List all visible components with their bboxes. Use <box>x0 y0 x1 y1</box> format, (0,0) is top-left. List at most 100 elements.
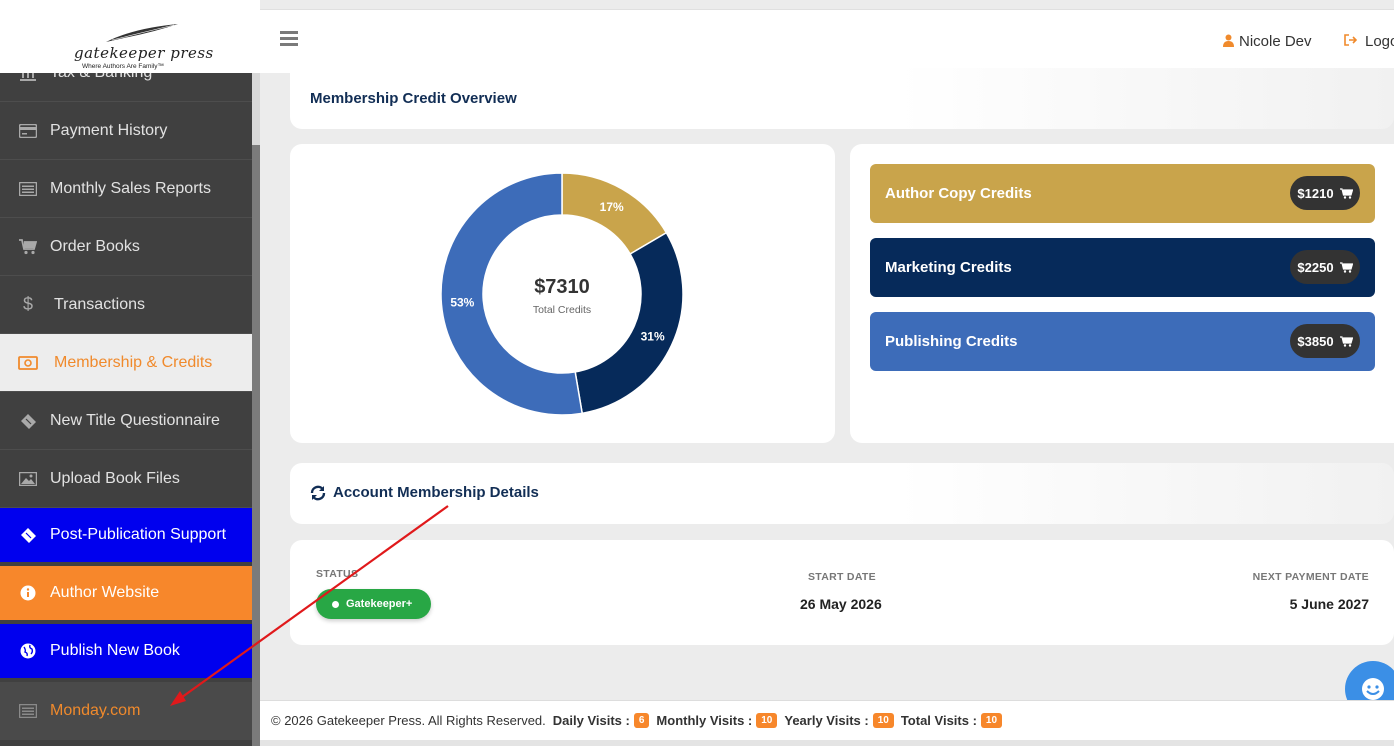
user-name: Nicole Dev <box>1239 33 1312 50</box>
chat-smile-icon <box>1362 678 1384 700</box>
monthly-visits-count: 10 <box>756 713 778 728</box>
money-icon <box>18 355 38 371</box>
credit-label: Author Copy Credits <box>885 185 1032 202</box>
logo-area[interactable]: gatekeeper press Where Authors Are Famil… <box>0 0 260 73</box>
bottom-strip <box>260 740 1394 746</box>
membership-details-card: STATUS Gatekeeper+ START DATE 26 May 202… <box>290 540 1394 645</box>
credit-amount: $1210 <box>1297 185 1334 201</box>
credits-list-card: Author Copy Credits $1210 Marketing Cred… <box>850 144 1394 443</box>
author-copy-credits-bar[interactable]: Author Copy Credits $1210 <box>870 164 1375 223</box>
menu-toggle-icon[interactable] <box>280 31 298 47</box>
daily-visits-label: Daily Visits : <box>552 713 630 728</box>
total-visits-count: 10 <box>980 713 1003 728</box>
sidebar-item-label: Order Books <box>50 237 140 255</box>
marketing-credits-bar[interactable]: Marketing Credits $2250 <box>870 238 1375 297</box>
marketing-slice[interactable] <box>574 231 684 415</box>
feather-icon <box>106 24 178 42</box>
sidebar-item-order-books[interactable]: Order Books <box>0 218 252 276</box>
cart-icon <box>18 238 38 255</box>
ticket-icon <box>18 527 38 543</box>
details-header-card: Account Membership Details <box>290 463 1394 524</box>
slice-percent-label: 17% <box>600 200 624 214</box>
credit-amount: $3850 <box>1297 333 1334 349</box>
sidebar-menu: Tax & Banking Payment History Monthly Sa… <box>0 44 252 740</box>
credits-donut-chart: 17% 31% 53% $7310 Total Credits <box>440 172 684 416</box>
image-icon <box>18 471 38 487</box>
sidebar-item-label: Payment History <box>50 121 168 139</box>
sidebar-item-post-publication-support[interactable]: Post-Publication Support <box>0 508 252 566</box>
user-icon <box>1223 34 1234 50</box>
logout-link[interactable]: Logout <box>1344 33 1394 50</box>
sidebar-item-upload-book-files[interactable]: Upload Book Files <box>0 450 252 508</box>
credit-amount-pill[interactable]: $1210 <box>1290 176 1360 210</box>
monthly-visits-label: Monthly Visits : <box>656 713 753 728</box>
sidebar-item-label: Monday.com <box>50 702 141 719</box>
sidebar-scrollbar-thumb[interactable] <box>252 145 260 746</box>
slice-percent-label: 53% <box>450 295 474 309</box>
logo-title: gatekeeper press <box>74 44 214 62</box>
sidebar: Tax & Banking Payment History Monthly Sa… <box>0 0 260 746</box>
sidebar-item-label: New Title Questionnaire <box>50 411 220 429</box>
slice-percent-label: 31% <box>641 329 665 343</box>
top-header: Nicole Dev Logout <box>260 9 1394 73</box>
sidebar-item-author-website[interactable]: Author Website <box>0 566 252 624</box>
user-menu[interactable]: Nicole Dev <box>1223 33 1312 50</box>
sidebar-item-label: Upload Book Files <box>50 469 180 487</box>
sidebar-item-label: Post-Publication Support <box>50 526 227 543</box>
dollar-icon: $ <box>22 294 33 314</box>
credit-amount-pill[interactable]: $3850 <box>1290 324 1360 358</box>
cart-icon <box>1339 187 1353 199</box>
credit-label: Marketing Credits <box>885 259 1012 276</box>
sidebar-item-payment-history[interactable]: Payment History <box>0 102 252 160</box>
sidebar-item-label: Transactions <box>54 295 145 313</box>
footer: © 2026 Gatekeeper Press. All Rights Rese… <box>260 700 1394 740</box>
credit-amount: $2250 <box>1297 259 1334 275</box>
sidebar-item-monday[interactable]: Monday.com <box>0 682 252 740</box>
cart-icon <box>1339 261 1353 273</box>
sidebar-item-membership-credits[interactable]: Membership & Credits <box>0 334 252 392</box>
yearly-visits-count: 10 <box>872 713 894 728</box>
sidebar-item-new-title-questionnaire[interactable]: New Title Questionnaire <box>0 392 252 450</box>
sign-out-icon <box>1344 34 1358 49</box>
daily-visits-count: 6 <box>633 713 650 728</box>
refresh-icon[interactable] <box>310 485 326 506</box>
yearly-visits-label: Yearly Visits : <box>784 713 869 728</box>
overview-header-card: Membership Credit Overview <box>290 68 1394 129</box>
logo-tagline: Where Authors Are Family™ <box>82 63 164 70</box>
credit-label: Publishing Credits <box>885 333 1018 350</box>
start-date-value: 26 May 2026 <box>800 596 882 612</box>
sidebar-item-label: Monthly Sales Reports <box>50 179 211 197</box>
credit-card-icon <box>18 123 38 139</box>
status-label: STATUS <box>316 568 359 580</box>
chart-center-label: Total Credits <box>533 304 591 316</box>
logout-label: Logout <box>1365 33 1394 50</box>
chart-center-total: $7310 <box>534 276 590 298</box>
status-badge: Gatekeeper+ <box>316 589 431 619</box>
credit-amount-pill[interactable]: $2250 <box>1290 250 1360 284</box>
next-payment-label: NEXT PAYMENT DATE <box>1252 571 1369 583</box>
sidebar-item-publish-new-book[interactable]: Publish New Book <box>0 624 252 682</box>
info-icon <box>18 585 38 601</box>
status-dot-icon <box>332 600 339 608</box>
donut-chart-card: 17% 31% 53% $7310 Total Credits <box>290 144 835 443</box>
cart-icon <box>1339 335 1353 347</box>
status-value: Gatekeeper+ <box>346 598 413 610</box>
next-payment-value: 5 June 2027 <box>1289 596 1369 612</box>
list-icon <box>18 703 38 719</box>
overview-title: Membership Credit Overview <box>310 90 517 107</box>
sidebar-item-label: Publish New Book <box>50 642 180 659</box>
sidebar-item-label: Membership & Credits <box>54 353 213 371</box>
publishing-credits-bar[interactable]: Publishing Credits $3850 <box>870 312 1375 371</box>
sidebar-item-transactions[interactable]: $ Transactions <box>0 276 252 334</box>
globe-icon <box>18 643 38 659</box>
start-date-label: START DATE <box>808 571 876 583</box>
ticket-icon <box>18 413 38 429</box>
copyright-text: © 2026 Gatekeeper Press. All Rights Rese… <box>271 713 546 728</box>
total-visits-label: Total Visits : <box>900 713 977 728</box>
details-title: Account Membership Details <box>333 484 539 501</box>
list-icon <box>18 181 38 197</box>
logo: gatekeeper press Where Authors Are Famil… <box>74 22 213 74</box>
sidebar-item-monthly-sales-reports[interactable]: Monthly Sales Reports <box>0 160 252 218</box>
sidebar-item-label: Author Website <box>50 584 160 601</box>
publishing-slice[interactable] <box>440 172 584 416</box>
